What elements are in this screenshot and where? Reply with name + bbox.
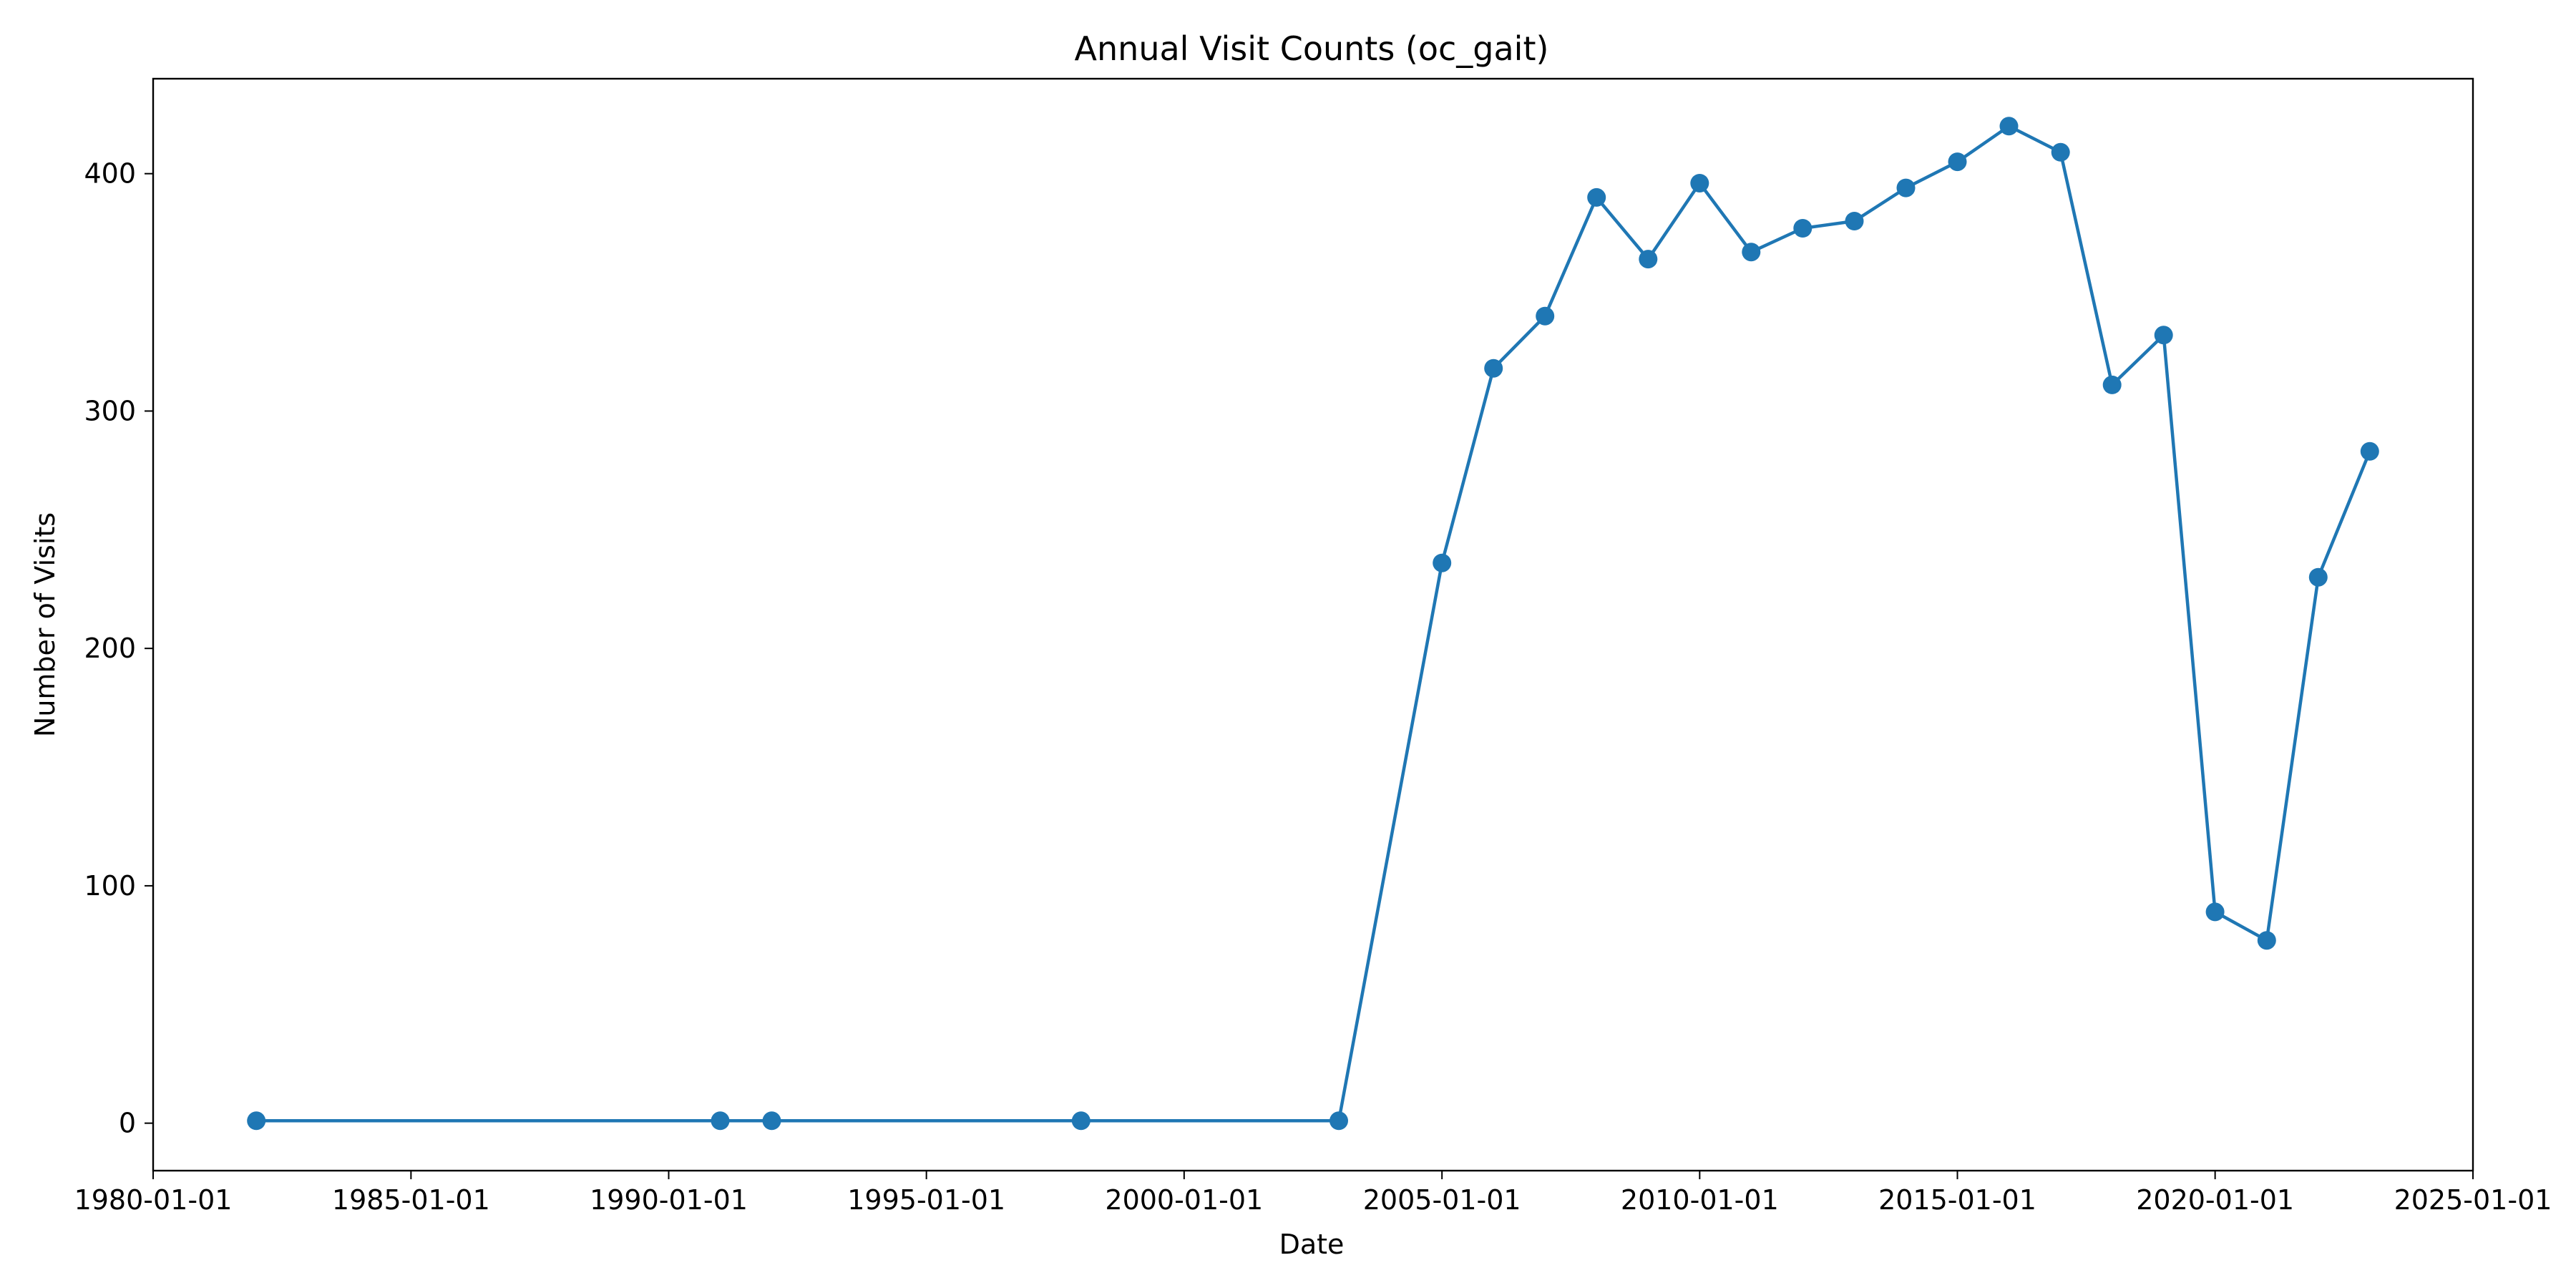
data-point (2360, 441, 2379, 461)
y-tick-label: 200 (84, 633, 136, 664)
data-point (1484, 358, 1503, 378)
data-point (2257, 931, 2276, 950)
data-point (1845, 212, 1864, 230)
data-point (1742, 243, 1761, 262)
x-tick-label: 2010-01-01 (1621, 1184, 1779, 1216)
data-point (1433, 553, 1452, 572)
data-point (247, 1111, 266, 1131)
chart-title: Annual Visit Counts (oc_gait) (1075, 29, 1549, 68)
data-point (2308, 567, 2328, 587)
data-point (1948, 152, 1967, 172)
data-point (2051, 142, 2070, 162)
data-point (762, 1111, 781, 1131)
x-tick-label: 1985-01-01 (332, 1184, 490, 1216)
x-tick-label: 1995-01-01 (847, 1184, 1005, 1216)
data-point (2102, 375, 2122, 394)
x-tick-label: 2020-01-01 (2136, 1184, 2294, 1216)
data-point (1536, 306, 1555, 326)
y-axis-title: Number of Visits (29, 512, 61, 737)
y-tick-label: 300 (84, 395, 136, 426)
y-tick-label: 400 (84, 158, 136, 190)
data-point (711, 1111, 730, 1131)
y-tick-label: 0 (119, 1108, 136, 1139)
data-point (1896, 178, 1916, 197)
x-tick-label: 1980-01-01 (74, 1184, 233, 1216)
data-point (1587, 187, 1606, 207)
series-line (256, 125, 2371, 1123)
data-point (2154, 326, 2173, 345)
y-tick-label: 100 (84, 870, 136, 902)
x-tick-label: 2000-01-01 (1105, 1184, 1263, 1216)
x-tick-label: 2015-01-01 (1878, 1184, 2036, 1216)
x-tick-label: 2025-01-01 (2394, 1184, 2552, 1216)
data-point (1793, 219, 1813, 238)
plot-frame (152, 77, 2474, 1172)
data-point (1071, 1111, 1091, 1131)
x-tick-label: 2005-01-01 (1363, 1184, 1521, 1216)
data-point (1330, 1111, 1348, 1131)
data-point (1999, 117, 2019, 136)
data-point (1690, 174, 1709, 192)
x-tick-label: 1990-01-01 (590, 1184, 748, 1216)
data-point (1639, 250, 1658, 269)
x-axis-title: Date (1279, 1229, 1345, 1260)
data-point (2205, 902, 2225, 922)
